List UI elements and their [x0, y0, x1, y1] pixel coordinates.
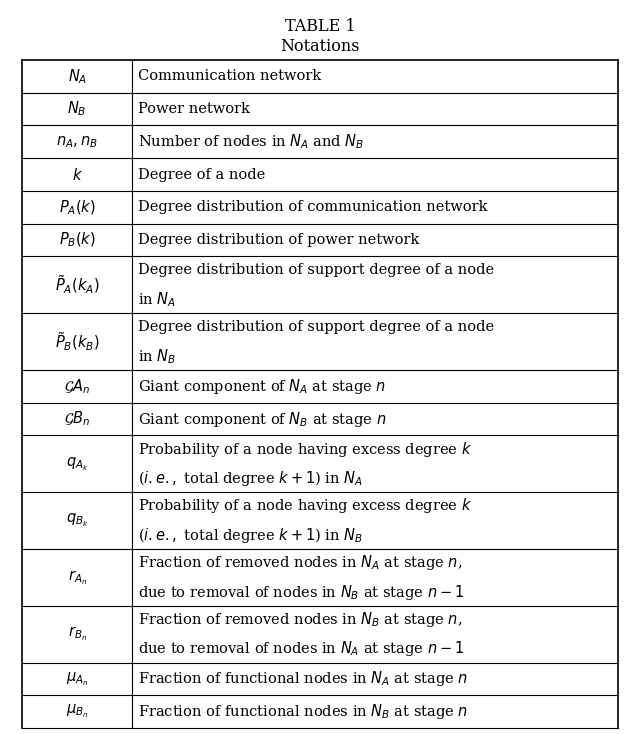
Text: Power network: Power network — [138, 102, 250, 116]
Text: $n_A,n_B$: $n_A,n_B$ — [56, 134, 98, 150]
Text: Notations: Notations — [280, 38, 360, 55]
Text: $q_{B_k}$: $q_{B_k}$ — [66, 512, 88, 529]
Text: Fraction of functional nodes in $N_B$ at stage $n$: Fraction of functional nodes in $N_B$ at… — [138, 702, 468, 721]
Text: Fraction of removed nodes in $N_B$ at stage $n$,: Fraction of removed nodes in $N_B$ at st… — [138, 610, 463, 629]
Text: Fraction of functional nodes in $N_A$ at stage $n$: Fraction of functional nodes in $N_A$ at… — [138, 669, 468, 688]
Text: Degree distribution of communication network: Degree distribution of communication net… — [138, 200, 488, 214]
Text: Probability of a node having excess degree $k$: Probability of a node having excess degr… — [138, 496, 472, 515]
Text: Degree distribution of support degree of a node: Degree distribution of support degree of… — [138, 263, 494, 277]
Text: $\tilde{P}_B(k_B)$: $\tilde{P}_B(k_B)$ — [55, 330, 99, 353]
Text: $N_A$: $N_A$ — [67, 67, 87, 86]
Text: ($i.e.,$ total degree $k+1$) in $N_A$: ($i.e.,$ total degree $k+1$) in $N_A$ — [138, 469, 363, 488]
Text: $P_B(k)$: $P_B(k)$ — [59, 231, 95, 250]
Text: Communication network: Communication network — [138, 70, 321, 84]
Text: $k$: $k$ — [72, 167, 83, 183]
Text: TABLE 1: TABLE 1 — [285, 18, 355, 35]
Text: Degree distribution of power network: Degree distribution of power network — [138, 233, 420, 247]
Text: Probability of a node having excess degree $k$: Probability of a node having excess degr… — [138, 440, 472, 459]
Text: Giant component of $N_A$ at stage $n$: Giant component of $N_A$ at stage $n$ — [138, 377, 387, 396]
Text: $q_{A_k}$: $q_{A_k}$ — [66, 455, 88, 473]
Text: Degree of a node: Degree of a node — [138, 167, 266, 181]
Text: $P_A(k)$: $P_A(k)$ — [59, 198, 95, 217]
Text: in $N_A$: in $N_A$ — [138, 290, 176, 309]
Text: $N_B$: $N_B$ — [67, 100, 87, 118]
Text: in $N_B$: in $N_B$ — [138, 347, 177, 366]
Text: $\mu_{A_n}$: $\mu_{A_n}$ — [66, 670, 88, 688]
Text: $\tilde{P}_A(k_A)$: $\tilde{P}_A(k_A)$ — [55, 274, 99, 296]
Text: $\mathcal{G}A_n$: $\mathcal{G}A_n$ — [64, 377, 90, 396]
Text: Number of nodes in $N_A$ and $N_B$: Number of nodes in $N_A$ and $N_B$ — [138, 133, 365, 151]
Text: Fraction of removed nodes in $N_A$ at stage $n$,: Fraction of removed nodes in $N_A$ at st… — [138, 553, 463, 572]
Text: $\mathcal{G}B_n$: $\mathcal{G}B_n$ — [64, 410, 90, 429]
Text: Degree distribution of support degree of a node: Degree distribution of support degree of… — [138, 320, 494, 334]
Text: $r_{A_n}$: $r_{A_n}$ — [68, 568, 86, 586]
Text: ($i.e.,$ total degree $k+1$) in $N_B$: ($i.e.,$ total degree $k+1$) in $N_B$ — [138, 526, 364, 545]
Text: $r_{B_n}$: $r_{B_n}$ — [68, 625, 86, 644]
Text: due to removal of nodes in $N_A$ at stage $n-1$: due to removal of nodes in $N_A$ at stag… — [138, 639, 465, 658]
Text: $\mu_{B_n}$: $\mu_{B_n}$ — [66, 703, 88, 721]
Text: due to removal of nodes in $N_B$ at stage $n-1$: due to removal of nodes in $N_B$ at stag… — [138, 583, 465, 602]
Text: Giant component of $N_B$ at stage $n$: Giant component of $N_B$ at stage $n$ — [138, 410, 387, 429]
